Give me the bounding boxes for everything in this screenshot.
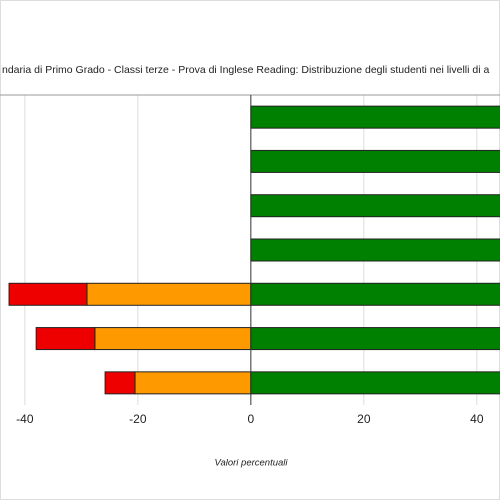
bar-segment: [8, 282, 88, 306]
x-tick-label: 40: [470, 412, 484, 426]
bar-segment: [104, 371, 136, 395]
x-tick-label: 0: [248, 412, 255, 426]
bar-segment: [35, 327, 96, 351]
bar-segment: [94, 327, 252, 351]
bar-segment: [250, 327, 500, 351]
chart-title: ndaria di Primo Grado - Classi terze - P…: [2, 64, 489, 76]
x-tick-label: -40: [16, 412, 34, 426]
bar-segment: [250, 371, 500, 395]
bar-segment: [86, 282, 252, 306]
x-tick-label: 20: [357, 412, 371, 426]
bar-segment: [250, 149, 500, 173]
bar-segment: [250, 238, 500, 262]
x-tick-label: -20: [129, 412, 147, 426]
x-axis-label: Valori percentuali: [214, 458, 288, 469]
bars: [8, 105, 500, 395]
bar-segment: [250, 282, 500, 306]
bar-segment: [250, 194, 500, 218]
bar-segment: [250, 105, 500, 129]
bar-segment: [134, 371, 252, 395]
